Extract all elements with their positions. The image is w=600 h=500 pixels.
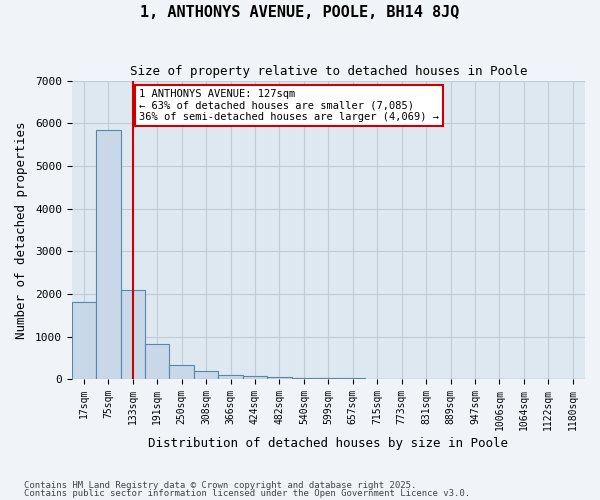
X-axis label: Distribution of detached houses by size in Poole: Distribution of detached houses by size … — [148, 437, 508, 450]
Bar — [292, 378, 316, 379]
Bar — [218, 374, 243, 379]
Text: Contains HM Land Registry data © Crown copyright and database right 2025.: Contains HM Land Registry data © Crown c… — [24, 480, 416, 490]
Bar — [96, 130, 121, 379]
Text: 1, ANTHONYS AVENUE, POOLE, BH14 8JQ: 1, ANTHONYS AVENUE, POOLE, BH14 8JQ — [140, 5, 460, 20]
Text: 1 ANTHONYS AVENUE: 127sqm
← 63% of detached houses are smaller (7,085)
36% of se: 1 ANTHONYS AVENUE: 127sqm ← 63% of detac… — [139, 89, 439, 122]
Bar — [121, 290, 145, 379]
Bar — [267, 376, 292, 379]
Bar — [145, 344, 169, 379]
Title: Size of property relative to detached houses in Poole: Size of property relative to detached ho… — [130, 65, 527, 78]
Y-axis label: Number of detached properties: Number of detached properties — [15, 121, 28, 338]
Bar — [169, 365, 194, 379]
Bar — [71, 302, 96, 379]
Bar — [194, 371, 218, 379]
Bar — [341, 378, 365, 379]
Text: Contains public sector information licensed under the Open Government Licence v3: Contains public sector information licen… — [24, 489, 470, 498]
Bar — [316, 378, 341, 379]
Bar — [243, 376, 267, 379]
